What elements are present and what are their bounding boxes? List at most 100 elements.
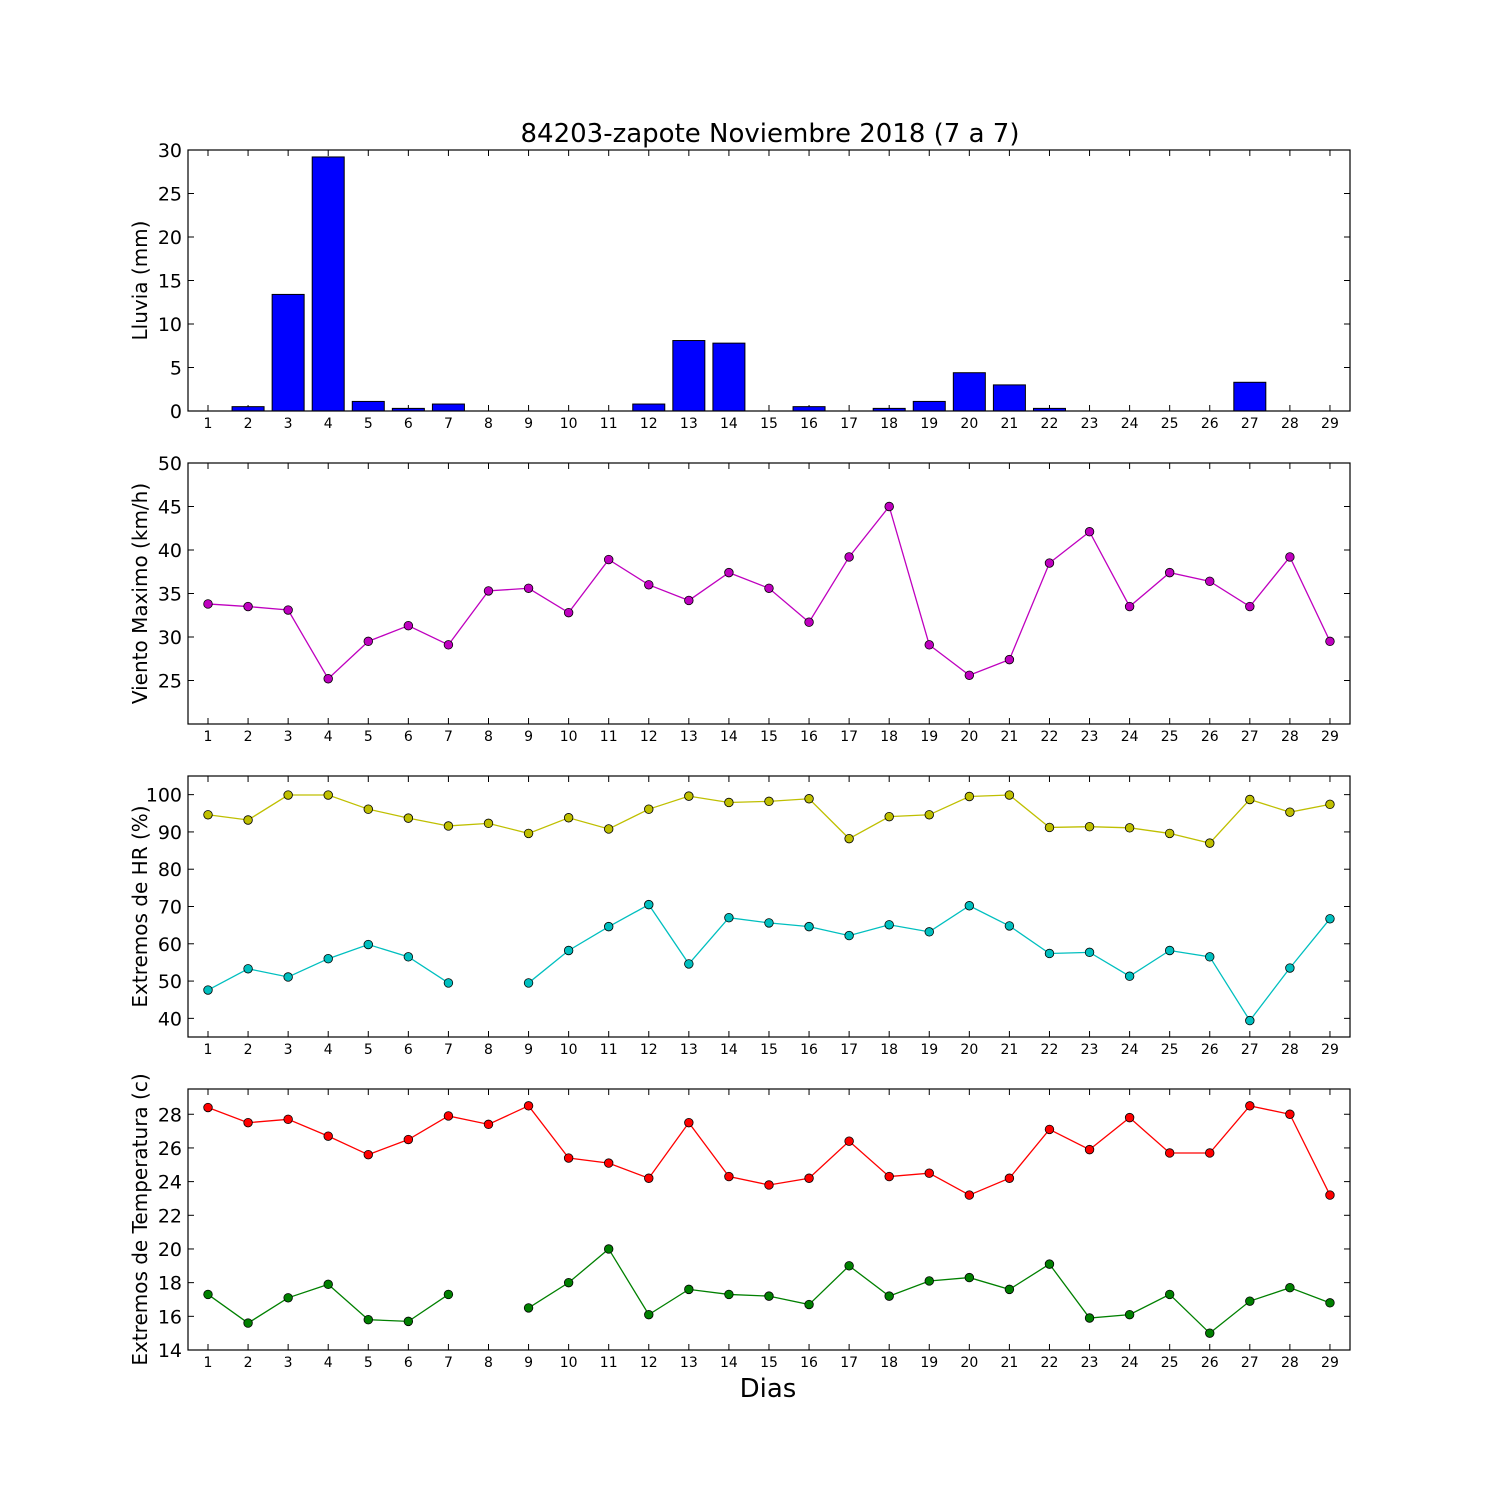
x-tick-label: 26	[1201, 1355, 1219, 1371]
data-point	[1245, 1101, 1255, 1111]
x-tick-label: 21	[1000, 729, 1018, 745]
x-tick-label: 19	[920, 1042, 938, 1058]
data-point	[483, 818, 494, 829]
y-tick-label: 50	[158, 971, 182, 993]
data-point	[764, 583, 774, 593]
x-tick-label: 24	[1121, 1042, 1139, 1058]
bar	[1233, 381, 1267, 412]
x-tick-label: 27	[1241, 416, 1259, 432]
data-point	[884, 811, 894, 822]
data-point	[684, 595, 694, 606]
x-tick-label: 3	[284, 1355, 293, 1371]
x-tick-label: 1	[204, 729, 213, 745]
data-point	[644, 1309, 654, 1320]
x-tick-label: 7	[444, 1355, 453, 1371]
data-point	[684, 959, 694, 969]
data-point	[724, 1171, 734, 1182]
data-point	[243, 1117, 253, 1128]
x-tick-label: 4	[324, 1042, 333, 1058]
data-point	[1084, 527, 1095, 537]
data-point	[323, 674, 333, 684]
x-tick-label: 16	[800, 1355, 818, 1371]
data-point	[1084, 1313, 1095, 1323]
plot-frame	[187, 149, 1351, 412]
data-point	[884, 920, 894, 930]
x-tick-label: 23	[1081, 1355, 1099, 1371]
x-tick-label: 25	[1161, 1355, 1179, 1371]
data-point	[323, 1279, 333, 1290]
data-point	[523, 978, 534, 988]
data-point	[443, 1111, 454, 1121]
data-point	[443, 821, 454, 831]
x-tick-label: 3	[284, 1042, 293, 1058]
data-point	[283, 605, 293, 615]
plot-frame	[187, 1088, 1351, 1351]
data-point	[403, 952, 414, 962]
x-tick-label: 29	[1321, 416, 1339, 432]
x-tick-label: 6	[404, 729, 413, 745]
y-axis-label: Viento Maximo (km/h)	[128, 483, 152, 704]
x-tick-label: 16	[800, 1042, 818, 1058]
x-tick-label: 28	[1281, 416, 1299, 432]
y-tick-label: 90	[158, 822, 182, 844]
x-tick-label: 25	[1161, 416, 1179, 432]
data-point	[924, 927, 934, 937]
data-point	[1084, 1144, 1095, 1155]
x-tick-label: 18	[880, 1355, 898, 1371]
y-tick-label: 0	[170, 401, 182, 423]
x-tick-label: 4	[324, 729, 333, 745]
x-tick-label: 11	[600, 1042, 618, 1058]
x-tick-label: 28	[1281, 1042, 1299, 1058]
data-point	[1325, 914, 1335, 924]
x-tick-label: 10	[560, 1355, 578, 1371]
x-tick-label: 28	[1281, 1355, 1299, 1371]
data-point	[804, 1173, 814, 1183]
data-point	[1004, 1173, 1015, 1183]
x-tick-label: 6	[404, 416, 413, 432]
data-point	[203, 1102, 213, 1113]
x-tick-label: 14	[720, 416, 738, 432]
bar	[231, 406, 265, 412]
bar	[712, 342, 746, 412]
data-point	[884, 1291, 894, 1301]
data-point	[403, 1134, 414, 1145]
data-point	[243, 601, 253, 612]
data-point	[283, 790, 293, 800]
x-tick-label: 12	[640, 416, 658, 432]
data-point	[1285, 1282, 1295, 1293]
bar	[351, 400, 385, 412]
x-tick-label: 13	[680, 729, 698, 745]
data-point	[1124, 1309, 1135, 1320]
data-point	[1124, 823, 1135, 833]
data-point	[323, 790, 333, 800]
y-tick-label: 16	[158, 1306, 182, 1328]
y-tick-label: 45	[158, 497, 182, 519]
data-point	[644, 804, 654, 814]
data-point	[724, 1289, 734, 1300]
bar	[912, 400, 946, 412]
data-point	[1044, 822, 1055, 833]
bar	[792, 406, 826, 412]
bar	[311, 156, 345, 412]
data-point	[644, 580, 654, 590]
x-tick-label: 18	[880, 1042, 898, 1058]
data-point	[1044, 948, 1055, 959]
data-point	[563, 945, 574, 956]
data-point	[1285, 1109, 1295, 1119]
data-point	[724, 567, 734, 578]
x-tick-label: 14	[720, 1042, 738, 1058]
data-point	[203, 1289, 213, 1300]
x-tick-label: 27	[1241, 729, 1259, 745]
data-point	[764, 796, 774, 807]
x-tick-label: 23	[1081, 416, 1099, 432]
x-tick-label: 6	[404, 1355, 413, 1371]
bar	[271, 293, 305, 412]
data-point	[964, 1190, 975, 1200]
data-point	[644, 1173, 654, 1183]
data-point	[1325, 1190, 1335, 1200]
y-tick-label: 30	[158, 627, 182, 649]
y-tick-label: 28	[158, 1104, 182, 1126]
data-point	[1004, 921, 1015, 931]
data-point	[363, 1149, 373, 1160]
